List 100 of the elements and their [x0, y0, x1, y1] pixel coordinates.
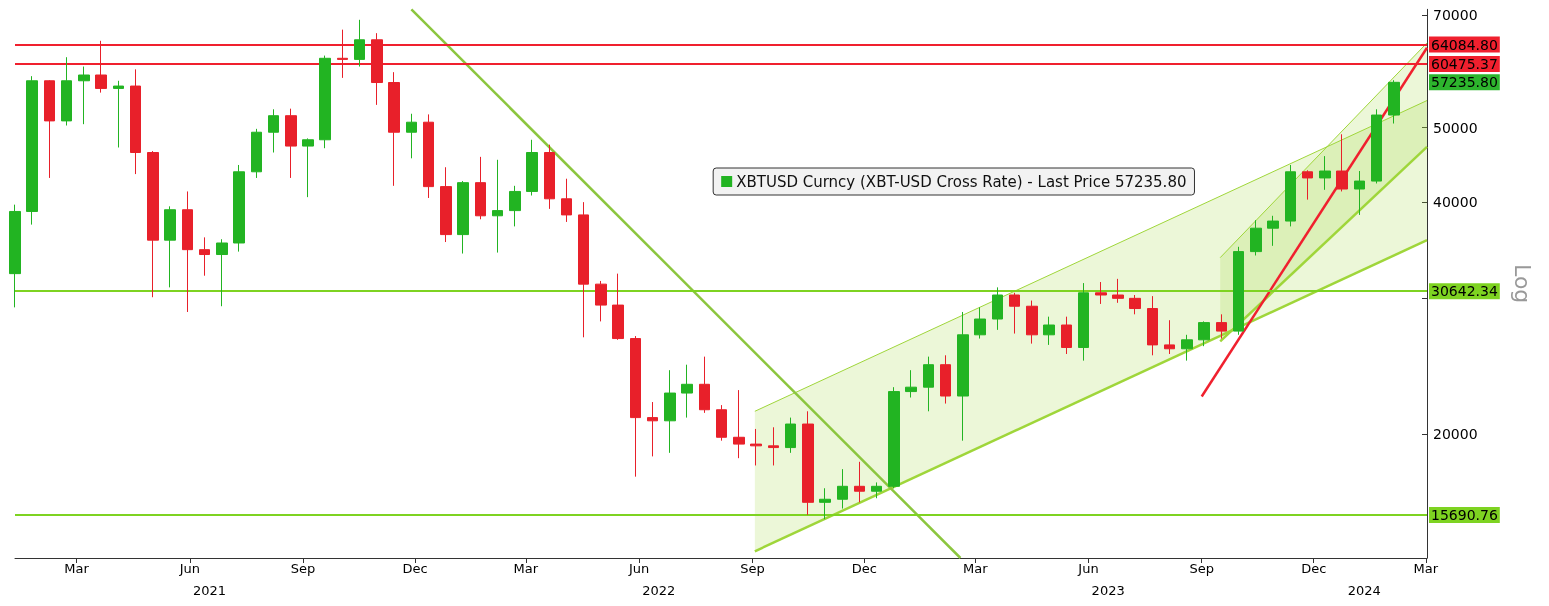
candlestick [578, 201, 589, 338]
candlestick [681, 364, 693, 419]
candlestick [1164, 319, 1175, 355]
candlestick [26, 75, 38, 226]
x2-tick-label: 2024 [1347, 583, 1381, 598]
x-tick-label: Dec [851, 561, 877, 576]
candlestick [164, 205, 176, 288]
x-tick-label: Mar [513, 561, 539, 576]
candlestick [1112, 278, 1124, 304]
candlestick [871, 481, 882, 499]
candlestick [1181, 334, 1193, 362]
candlestick [268, 108, 279, 153]
candlestick [1371, 108, 1382, 184]
candlestick [716, 404, 727, 442]
candlestick [78, 66, 90, 125]
candlestick [492, 159, 503, 254]
candlestick [733, 389, 745, 459]
candlestick [905, 369, 917, 399]
y-tick-label: 20000 [1433, 425, 1478, 442]
candlestick [1026, 300, 1038, 345]
x-tick-label: Jun [1077, 561, 1099, 576]
x-tick-label: Mar [962, 561, 989, 576]
candlestick [750, 428, 762, 466]
candlestick [1319, 155, 1331, 191]
candlestick [1267, 215, 1279, 247]
candlestick [9, 204, 21, 308]
y-axis-title: Log [1509, 264, 1535, 304]
candlestick [1336, 133, 1348, 192]
ref-line-label: 64084.80 [1431, 36, 1498, 53]
candlestick [147, 150, 159, 298]
candlestick [302, 137, 314, 198]
candlestick [130, 68, 141, 175]
candlestick [837, 468, 848, 510]
candlestick [802, 410, 814, 516]
candlestick [647, 401, 658, 457]
candlestick [1009, 292, 1020, 335]
candlestick [854, 461, 865, 503]
x-tick-label: Sep [740, 561, 765, 576]
x-tick-label: Jun [627, 561, 650, 576]
candlestick [957, 311, 969, 442]
x-tick-label: Dec [402, 561, 428, 576]
candlestick [61, 56, 72, 127]
candlestick [819, 487, 831, 520]
candlestick [199, 236, 210, 277]
candlestick [612, 273, 624, 341]
candlestick [1095, 281, 1107, 305]
candlestick [768, 426, 779, 466]
y-tick-label: 40000 [1433, 194, 1478, 211]
candlestick [1302, 169, 1313, 201]
ref-line-label: 15690.76 [1431, 507, 1498, 524]
candlestick [406, 113, 417, 159]
candlestick [440, 166, 452, 243]
candlestick [1198, 320, 1210, 347]
candlestick [216, 238, 228, 307]
candlestick [423, 113, 434, 199]
candlestick [1078, 282, 1089, 362]
candlestick [457, 180, 469, 255]
candlestick [44, 79, 55, 179]
candlestick [595, 280, 607, 322]
legend-label: XBTUSD Curncy (XBT-USD Cross Rate) - Last Price 57235.80 [736, 172, 1187, 191]
candlestick [475, 156, 486, 220]
candlestick [509, 185, 521, 227]
candlestick [526, 139, 538, 197]
candlestick [388, 71, 400, 187]
candlestick [113, 80, 124, 148]
x-tick-label: Jun [178, 561, 200, 576]
candlestick [1250, 219, 1262, 256]
candlestick [1043, 316, 1055, 346]
candlestick [974, 306, 986, 340]
candlestick [630, 335, 641, 478]
y-tick-label: 50000 [1433, 119, 1478, 136]
candlestick [182, 190, 193, 313]
x-tick-label: Sep [1189, 561, 1214, 576]
candlestick [785, 417, 796, 454]
candlestick [923, 356, 934, 412]
candlestick [561, 178, 572, 223]
candlestick [1147, 295, 1158, 356]
candlestick [354, 19, 365, 68]
candlestick [251, 128, 262, 179]
x-tick-label: Mar [1413, 561, 1439, 576]
candlestick [319, 55, 331, 149]
x-tick-label: Dec [1301, 561, 1327, 576]
candlestick [1129, 294, 1141, 315]
candlestick [1233, 246, 1244, 336]
candlestick [233, 164, 245, 253]
text: 57235.80 [1431, 74, 1498, 91]
x2-tick-label: 2023 [1091, 583, 1125, 598]
ref-line-label: 60475.37 [1431, 55, 1498, 72]
candlestick [888, 386, 900, 489]
candlestick [1061, 316, 1072, 355]
candlestick [699, 356, 710, 414]
candlestick [664, 369, 676, 454]
candlestick [285, 108, 297, 179]
candlestick [1216, 313, 1227, 340]
y-tick-label: 70000 [1433, 7, 1478, 23]
candlestick [940, 354, 951, 405]
candlestick [1388, 79, 1400, 125]
x-tick-label: Mar [64, 561, 90, 576]
x2-tick-label: 2022 [642, 583, 676, 598]
candlestick [992, 286, 1003, 331]
